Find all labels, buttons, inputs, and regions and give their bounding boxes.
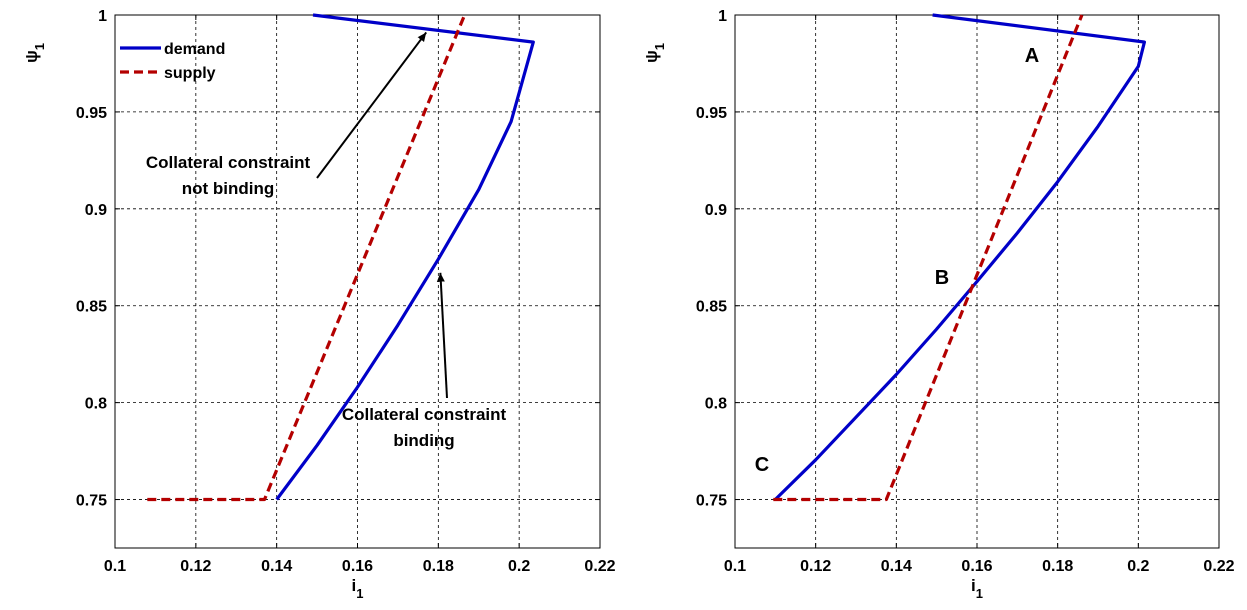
y-axis-label: ψ1 xyxy=(642,43,667,63)
x-tick-label: 0.12 xyxy=(180,558,211,575)
y-tick-label: 0.75 xyxy=(76,493,107,510)
demand-line xyxy=(774,13,1147,501)
annotation-text: Collateral constraint xyxy=(146,153,311,172)
chart-panel-1: 0.1 0.12 0.14 0.16 0.18 0.2 0.22 0.75 0.8 0.85 0.9… xyxy=(22,8,616,601)
y-tick-label: 0.95 xyxy=(76,105,107,122)
x-tick-label: 0.16 xyxy=(961,558,992,575)
x-axis-label: i1 xyxy=(352,576,364,601)
annotation-arrow xyxy=(436,272,448,399)
x-axis-label-subscript: 1 xyxy=(356,586,363,601)
y-axis-label-subscript: 1 xyxy=(32,43,47,50)
x-axis-label-subscript: 1 xyxy=(976,586,983,601)
y-axis-label: ψ1 xyxy=(22,43,47,63)
y-tick-label: 0.9 xyxy=(85,202,107,219)
annotation-text: Collateral constraint xyxy=(342,405,507,424)
x-tick-label: 0.18 xyxy=(423,558,454,575)
x-tick-label: 0.14 xyxy=(881,558,912,575)
y-axis-label-subscript: 1 xyxy=(652,43,667,50)
y-tick-label: 0.85 xyxy=(76,299,107,316)
legend-label-supply: supply xyxy=(164,65,216,82)
y-tick-label: 0.95 xyxy=(696,105,727,122)
annotation-text: not binding xyxy=(182,179,275,198)
x-tick-label: 0.12 xyxy=(800,558,831,575)
x-axis-label: i1 xyxy=(971,576,983,601)
point-label-B: B xyxy=(935,267,949,289)
legend-label-demand: demand xyxy=(164,41,225,58)
y-tick-label: 0.8 xyxy=(705,396,727,413)
y-tick-label: 1 xyxy=(98,8,107,25)
point-label-A: A xyxy=(1025,45,1039,67)
x-tick-label: 0.22 xyxy=(584,558,615,575)
demand-line xyxy=(275,13,535,501)
x-tick-label: 0.22 xyxy=(1203,558,1234,575)
x-tick-label: 0.14 xyxy=(261,558,292,575)
annotation-text: binding xyxy=(393,431,454,450)
y-tick-label: 0.8 xyxy=(85,396,107,413)
x-tick-label: 0.18 xyxy=(1042,558,1073,575)
y-tick-label: 0.9 xyxy=(705,202,727,219)
x-tick-label: 0.2 xyxy=(1127,558,1149,575)
x-tick-label: 0.1 xyxy=(724,558,746,575)
x-tick-label: 0.1 xyxy=(104,558,126,575)
x-tick-label: 0.16 xyxy=(342,558,373,575)
y-tick-label: 0.85 xyxy=(696,299,727,316)
supply-line xyxy=(147,14,467,502)
legend: demand supply xyxy=(120,41,225,82)
y-tick-label: 1 xyxy=(718,8,727,25)
chart-panel-2: 0.1 0.12 0.14 0.16 0.18 0.2 0.22 0.75 0.8 0.85 0.9… xyxy=(642,8,1235,601)
x-tick-label: 0.2 xyxy=(508,558,530,575)
supply-line xyxy=(773,14,1084,502)
y-tick-label: 0.75 xyxy=(696,493,727,510)
annotation-arrow xyxy=(316,31,428,179)
point-label-C: C xyxy=(755,454,769,476)
